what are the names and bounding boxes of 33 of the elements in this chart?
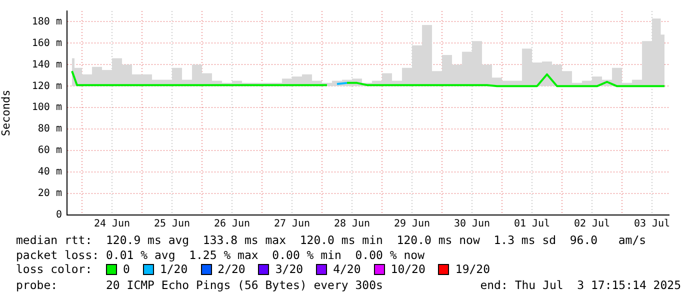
legend-title: loss color: [16,262,94,276]
legend-label: 3/20 [275,262,304,276]
y-tick-label: 0 [56,210,62,221]
legend-label: 4/20 [333,262,361,276]
legend-label: 0 [123,262,130,276]
text: probe: 20 ICMP Echo Pings (56 Bytes) every 300s [16,278,383,293]
y-tick-label: 140 m [32,59,62,70]
y-tick-label: 180 m [32,16,62,28]
x-tick-label: 01 Jul [514,218,550,230]
text: end: Thu Jul 3 17:15:14 2025 [480,278,681,293]
x-tick-label: 28 Jun [334,218,370,230]
y-tick-label: 60 m [38,145,62,156]
x-tick-label: 27 Jun [274,218,310,230]
text: median rtt: 120.9 ms avg 133.8 ms max 120.0 ms min 120.0 ms now 1.3 ms sd 96.0 am/s [16,233,646,248]
x-tick-label: 26 Jun [214,218,250,230]
text: packet loss: 0.01 % avg 1.25 % max 0.00 % min 0.00 % now [16,248,424,263]
y-tick-label: 40 m [38,166,62,178]
legend-label: 19/20 [455,262,490,276]
legend-label: 10/20 [390,262,426,276]
y-axis-title: Seconds [0,90,12,136]
x-tick-label: 29 Jun [394,218,430,230]
y-tick-label: 160 m [32,38,62,49]
legend-label: 1/20 [160,262,188,276]
x-tick-label: 24 Jun [94,218,130,230]
y-tick-label: 120 m [32,80,62,92]
x-tick-label: 03 Jul [634,218,670,230]
x-tick-label: 02 Jul [574,218,610,230]
x-tick-label: 25 Jun [154,218,190,230]
legend-label: 2/20 [218,262,246,276]
y-tick-label: 20 m [38,188,62,200]
y-tick-label: 100 m [32,102,62,114]
y-tick-label: 80 m [38,124,62,135]
x-tick-label: 30 Jun [454,218,490,230]
